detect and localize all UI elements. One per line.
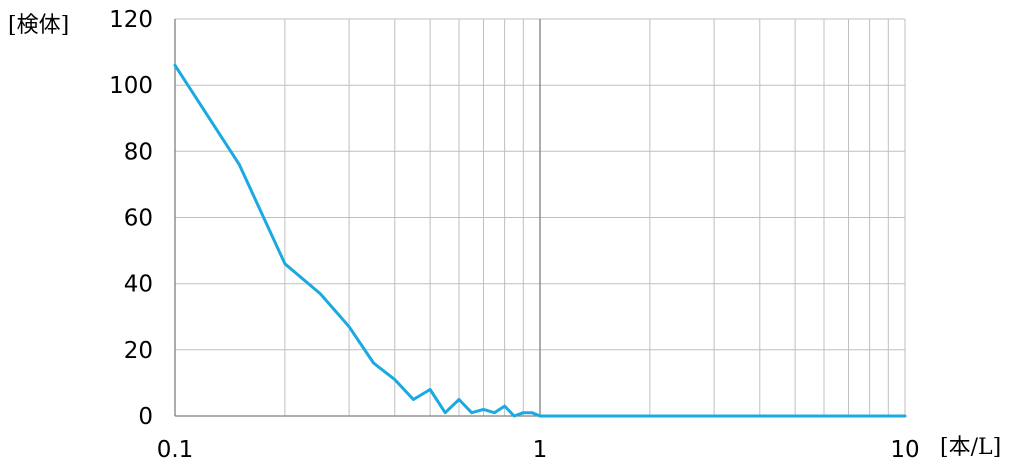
series-layer [173, 63, 907, 418]
y-tick-label: 60 [124, 206, 153, 232]
y-tick-label: 120 [109, 7, 153, 33]
series-line [173, 63, 907, 418]
y-tick-labels: 0 20 40 60 80 100 120 [109, 7, 153, 430]
x-tick-label: 10 [890, 437, 919, 463]
y-axis-label: [検体] [8, 13, 69, 38]
x-tick-label: 0.1 [157, 437, 194, 463]
x-tick-labels: 0.1 1 10 [157, 437, 920, 463]
y-tick-label: 20 [124, 338, 153, 364]
y-tick-label: 40 [124, 272, 153, 298]
y-tick-label: 0 [138, 404, 153, 430]
x-axis-label: [本/L] [940, 435, 1001, 460]
y-tick-label: 80 [124, 139, 153, 165]
x-tick-label: 1 [533, 437, 548, 463]
y-tick-label: 100 [109, 73, 153, 99]
